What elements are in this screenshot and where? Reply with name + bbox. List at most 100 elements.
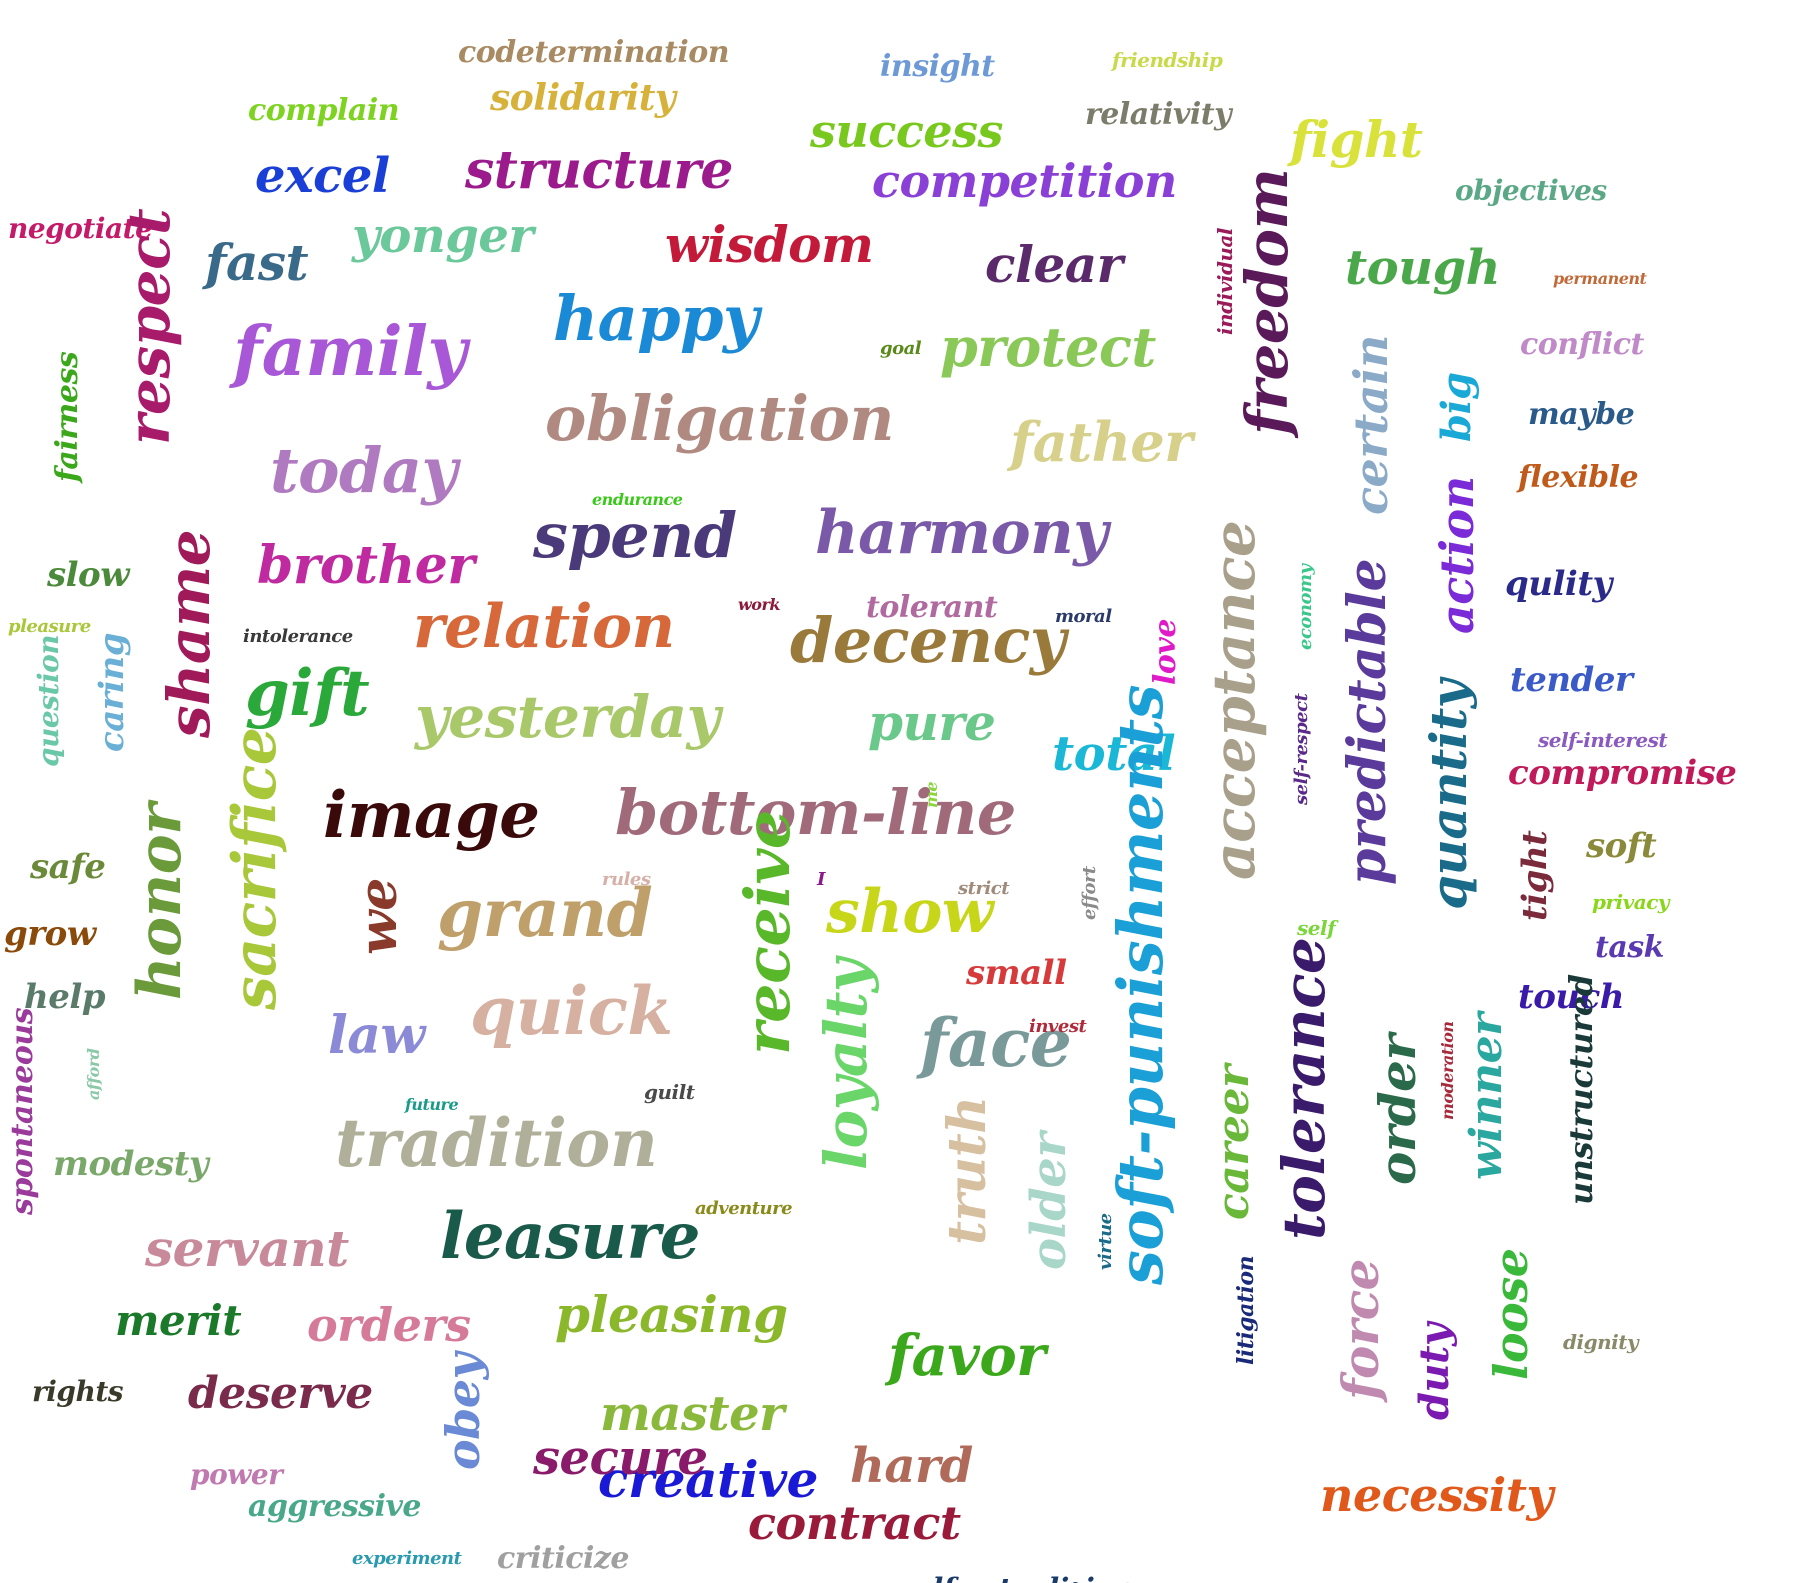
word-decency: decency — [790, 604, 1066, 677]
word-career: career — [1208, 1065, 1259, 1220]
word-competition: competition — [872, 154, 1177, 208]
word-tradition: tradition — [335, 1104, 658, 1182]
word-truth: truth — [937, 1096, 998, 1245]
word-protect: protect — [940, 315, 1156, 379]
word-tolerant: tolerant — [866, 590, 998, 625]
word-obey: obey — [436, 1353, 490, 1470]
word-structure: structure — [465, 140, 733, 201]
word-harmony: harmony — [815, 498, 1108, 568]
word-deserve: deserve — [188, 1368, 373, 1419]
word-tight: tight — [1515, 830, 1555, 921]
word-loose: loose — [1484, 1248, 1538, 1380]
word-today: today — [270, 434, 458, 507]
word-guilt: guilt — [644, 1080, 695, 1104]
word-sacrifice: sacrifice — [220, 727, 290, 1010]
word-force: force — [1331, 1259, 1390, 1400]
word-soft-punishments: soft-punishments — [1104, 684, 1177, 1285]
word-relation: relation — [413, 592, 675, 662]
word-solidarity: solidarity — [490, 77, 676, 119]
word-yesterday: yesterday — [415, 683, 720, 751]
word-shame: shame — [155, 529, 223, 738]
word-acceptance: acceptance — [1200, 520, 1268, 880]
word-moral: moral — [1055, 606, 1112, 627]
word-tough: tough — [1345, 240, 1501, 296]
word-self-respect: self-respect — [1291, 693, 1312, 805]
word-big: big — [1433, 372, 1480, 442]
word-family: family — [233, 312, 467, 392]
word-task: task — [1595, 930, 1664, 965]
word-honor: honor — [125, 803, 195, 1000]
word-spend: spend — [533, 499, 737, 572]
word-grow: grow — [4, 914, 96, 954]
word-caring: caring — [92, 632, 132, 752]
word-father: father — [1010, 410, 1193, 474]
word-grand: grand — [437, 874, 653, 952]
word-economy: economy — [1295, 564, 1316, 650]
word-gift: gift — [245, 656, 370, 731]
word-touch: touch — [1518, 977, 1625, 1017]
word-duty: duty — [1411, 1323, 1458, 1420]
word-pure: pure — [868, 693, 996, 752]
word-total: total — [1052, 726, 1176, 782]
word-experiment: experiment — [352, 1548, 462, 1569]
word-necessity: necessity — [1320, 1468, 1553, 1522]
word-orders: orders — [307, 1298, 471, 1352]
word-individual: individual — [1213, 227, 1237, 335]
word-freedom: freedom — [1233, 168, 1301, 435]
word-winner: winner — [1461, 1013, 1512, 1180]
word-merit: merit — [115, 1296, 242, 1345]
word-loyalty: loyalty — [812, 958, 880, 1170]
word-i: I — [817, 869, 825, 890]
word-question: question — [32, 634, 65, 767]
word-codetermination: codetermination — [458, 35, 730, 70]
word-creative: creative — [598, 1450, 818, 1509]
word-hard: hard — [850, 1438, 973, 1494]
word-negotiate: negotiate — [8, 212, 153, 245]
word-love: love — [1148, 619, 1183, 685]
word-conflict: conflict — [1520, 327, 1644, 362]
word-modesty: modesty — [53, 1144, 209, 1184]
word-contract: contract — [748, 1496, 961, 1550]
word-criticize: criticize — [497, 1541, 630, 1576]
word-face: face — [920, 1004, 1072, 1082]
word-help: help — [24, 977, 106, 1017]
word-qulity: qulity — [1505, 564, 1612, 604]
word-predictable: predictable — [1337, 558, 1398, 885]
word-fast: fast — [205, 233, 309, 292]
word-brother: brother — [257, 535, 475, 596]
word-relativity: relativity — [1085, 97, 1232, 132]
word-quantity: quantity — [1419, 679, 1478, 910]
word-receive: receive — [731, 810, 804, 1055]
word-we: we — [348, 878, 409, 955]
word-yonger: yonger — [352, 208, 534, 264]
word-older: older — [1021, 1132, 1077, 1270]
word-power: power — [190, 1458, 283, 1491]
word-slow: slow — [47, 555, 130, 595]
word-objectives: objectives — [1455, 174, 1607, 207]
word-certain: certain — [1344, 335, 1398, 515]
word-rules: rules — [602, 869, 651, 890]
word-permanent: permanent — [1553, 269, 1647, 288]
word-action: action — [1430, 476, 1484, 634]
word-tolerance: tolerance — [1270, 937, 1338, 1240]
word-leasure: leasure — [440, 1199, 701, 1274]
word-work: work — [738, 595, 780, 614]
word-dignity: dignity — [1563, 1330, 1639, 1354]
word-master: master — [600, 1386, 784, 1442]
word-pleasure: pleasure — [8, 616, 91, 637]
word-order: order — [1368, 1034, 1427, 1185]
word-fight: fight — [1290, 110, 1423, 169]
word-bottom-line: bottom-line — [615, 776, 1016, 849]
word-effort: effort — [1079, 866, 1100, 920]
word-soft: soft — [1586, 826, 1657, 866]
word-litigation: litigation — [1233, 1255, 1259, 1365]
word-tender: tender — [1510, 660, 1633, 700]
word-servant: servant — [145, 1219, 349, 1278]
word-safe: safe — [30, 847, 106, 887]
word-goal: goal — [880, 338, 922, 359]
word-quick: quick — [470, 972, 673, 1050]
word-adventure: adventure — [695, 1198, 793, 1219]
word-favor: favor — [888, 1323, 1046, 1389]
word-aggressive: aggressive — [248, 1489, 421, 1524]
